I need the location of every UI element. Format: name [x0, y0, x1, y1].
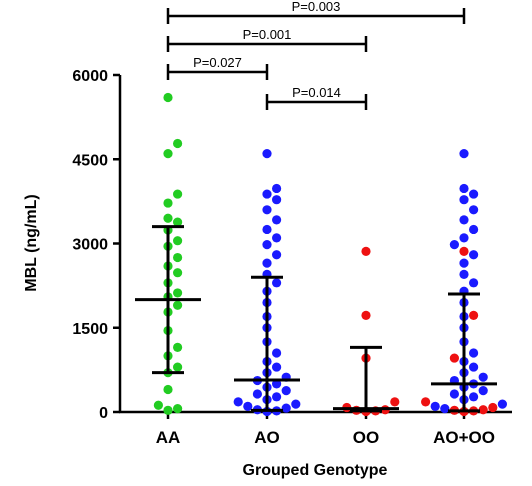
- data-point: [497, 399, 507, 409]
- data-point: [262, 189, 272, 199]
- data-point: [430, 401, 440, 411]
- data-point: [469, 348, 479, 358]
- data-point: [361, 310, 371, 320]
- data-point: [281, 386, 291, 396]
- x-tick-label: AO: [254, 428, 280, 447]
- p-value-label: P=0.027: [193, 55, 242, 70]
- data-point: [262, 205, 272, 215]
- data-point: [469, 224, 479, 235]
- data-point: [173, 404, 183, 414]
- data-point: [469, 189, 479, 199]
- data-point: [173, 268, 183, 278]
- data-point: [243, 401, 253, 411]
- x-tick-label: OO: [353, 428, 379, 447]
- data-point: [281, 403, 291, 413]
- data-point: [459, 258, 469, 268]
- data-point: [469, 205, 479, 215]
- data-point: [173, 362, 183, 372]
- data-point: [459, 183, 469, 194]
- data-points: [153, 92, 507, 417]
- data-point: [459, 233, 469, 243]
- x-tick-label: AA: [156, 428, 181, 447]
- data-point: [173, 252, 183, 263]
- data-point: [449, 240, 459, 250]
- data-point: [459, 215, 469, 225]
- y-ticks: 0 1500 3000 4500 6000: [72, 68, 120, 422]
- data-point: [272, 379, 282, 389]
- data-point: [163, 198, 173, 208]
- x-tick-label: AO+OO: [433, 428, 495, 447]
- y-tick-label: 0: [99, 405, 108, 422]
- data-point: [173, 236, 183, 246]
- p-value-label: P=0.014: [292, 85, 341, 100]
- data-point: [272, 348, 282, 358]
- y-tick-label: 6000: [72, 68, 108, 85]
- data-point: [163, 149, 173, 159]
- data-point: [459, 269, 469, 279]
- data-point: [469, 250, 479, 260]
- y-axis-title: MBL (ng/mL): [23, 194, 40, 291]
- data-point: [252, 389, 262, 399]
- y-tick-label: 3000: [72, 237, 108, 254]
- median-iqr-bars: [135, 225, 497, 413]
- data-point: [272, 215, 282, 225]
- data-point: [173, 189, 183, 199]
- x-axis-title: Grouped Genotype: [243, 462, 388, 479]
- data-point: [262, 240, 272, 250]
- y-tick-label: 4500: [72, 152, 108, 169]
- data-point: [272, 250, 282, 260]
- data-point: [478, 386, 488, 396]
- data-point: [262, 258, 272, 268]
- data-point: [163, 213, 173, 223]
- data-point: [469, 278, 479, 288]
- data-point: [459, 195, 469, 205]
- data-point: [272, 233, 282, 243]
- data-point: [390, 397, 400, 407]
- data-point: [478, 405, 488, 415]
- data-point: [153, 400, 163, 410]
- data-point: [173, 217, 183, 227]
- data-point: [291, 399, 301, 409]
- data-point: [469, 362, 479, 372]
- data-point: [163, 92, 173, 103]
- data-point: [262, 149, 272, 159]
- data-point: [361, 246, 371, 256]
- data-point: [173, 342, 183, 353]
- data-point: [469, 392, 479, 402]
- data-point: [272, 195, 282, 205]
- data-point: [173, 288, 183, 298]
- data-point: [459, 246, 469, 256]
- data-point: [163, 405, 173, 415]
- data-point: [421, 397, 431, 407]
- data-point: [233, 397, 243, 407]
- p-value-label: P=0.001: [243, 27, 292, 42]
- data-point: [488, 402, 498, 413]
- data-point: [440, 404, 450, 414]
- data-point: [272, 392, 282, 402]
- p-value-label: P=0.003: [292, 0, 341, 14]
- data-point: [449, 389, 459, 399]
- data-point: [173, 300, 183, 310]
- data-point: [173, 138, 183, 149]
- data-point: [163, 384, 173, 395]
- data-point: [469, 310, 479, 320]
- data-point: [449, 353, 459, 363]
- data-point: [272, 278, 282, 288]
- data-point: [272, 183, 282, 194]
- data-point: [272, 362, 282, 372]
- data-point: [459, 149, 469, 159]
- data-point: [262, 224, 272, 235]
- x-category-labels: AA AO OO AO+OO: [156, 412, 495, 447]
- data-point: [478, 372, 488, 382]
- y-tick-label: 1500: [72, 321, 108, 338]
